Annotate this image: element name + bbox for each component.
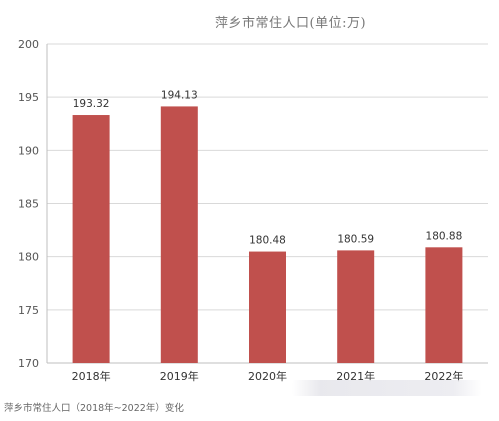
y-tick-label: 180 bbox=[18, 251, 39, 264]
x-tick-label: 2020年 bbox=[248, 369, 287, 383]
bar bbox=[72, 115, 110, 363]
bar bbox=[249, 251, 286, 363]
x-tick-label: 2021年 bbox=[336, 369, 375, 383]
y-tick-label: 190 bbox=[18, 144, 39, 157]
y-tick-label: 170 bbox=[18, 357, 39, 370]
chart-title: 萍乡市常住人口(单位:万) bbox=[215, 16, 367, 31]
y-tick-label: 200 bbox=[18, 38, 39, 51]
data-label: 193.32 bbox=[73, 98, 110, 110]
data-label: 180.48 bbox=[249, 235, 286, 247]
bar bbox=[160, 106, 198, 363]
data-label: 194.13 bbox=[161, 89, 198, 101]
x-tick-label: 2019年 bbox=[160, 369, 199, 383]
x-tick-label: 2018年 bbox=[72, 369, 111, 383]
y-tick-label: 185 bbox=[18, 198, 39, 211]
bar bbox=[425, 247, 463, 363]
x-tick-label: 2022年 bbox=[424, 369, 463, 383]
chart-caption: 萍乡市常住人口（2018年~2022年）变化 bbox=[4, 403, 184, 414]
data-label: 180.88 bbox=[426, 230, 463, 242]
data-label: 180.59 bbox=[337, 233, 374, 245]
watermark-blur bbox=[292, 380, 482, 396]
y-tick-label: 175 bbox=[18, 304, 39, 317]
y-tick-label: 195 bbox=[18, 91, 39, 104]
bar bbox=[337, 250, 375, 363]
